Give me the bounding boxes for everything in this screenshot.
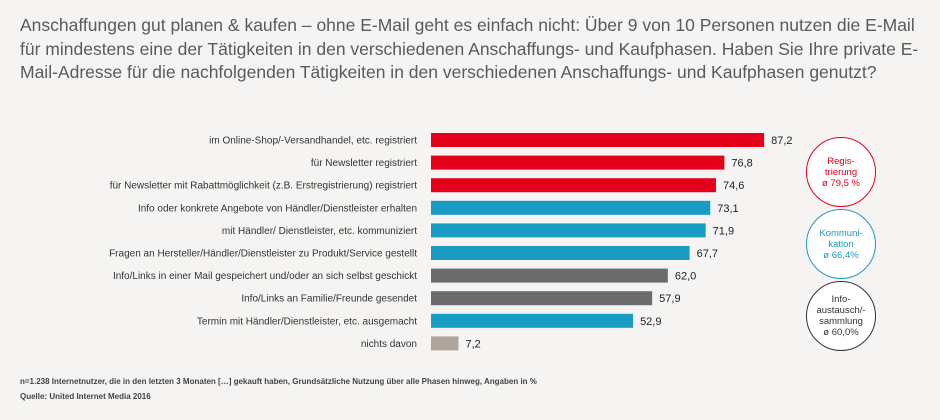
badge-kommunikation-line-3: ø 66,4% [823, 249, 859, 261]
bar [431, 291, 653, 306]
badge-kommunikation-line-2: kation [828, 238, 854, 250]
value-label: 67,7 [697, 248, 718, 260]
category-label: Info/Links an Familie/Freunde gesendet [241, 294, 417, 305]
bar [431, 223, 706, 238]
bar [431, 200, 711, 215]
category-label: Info oder konkrete Angebote von Händler/… [138, 203, 417, 214]
bar [431, 133, 765, 147]
category-label: nichts davon [361, 339, 417, 350]
badge-info-line-3: sammlung [819, 316, 863, 327]
value-label: 57,9 [659, 293, 680, 305]
value-label: 71,9 [713, 225, 734, 237]
footnote-sample: n=1.238 Internetnutzer, die in den letzt… [20, 377, 537, 386]
category-label: Info/Links in einer Mail gespeichert und… [113, 271, 417, 282]
bar [431, 155, 725, 170]
value-label: 76,8 [731, 158, 752, 170]
value-label: 52,9 [640, 316, 661, 328]
value-label: 87,2 [771, 135, 792, 147]
category-label: für Newsletter registriert [311, 158, 417, 169]
badge-info-line-1: Info- [831, 294, 851, 305]
badge-registrierung-line-2: trierung [824, 166, 858, 178]
badge-registrierung: Regis- trierung ø 79,5 % [806, 137, 876, 207]
badge-kommunikation-line-1: Kommuni- [819, 227, 863, 239]
badge-registrierung-line-1: Regis- [827, 155, 855, 167]
value-label: 7,2 [466, 338, 481, 350]
footnote-source: Quelle: United Internet Media 2016 [20, 392, 151, 401]
value-label: 74,6 [723, 180, 744, 192]
badge-kommunikation: Kommuni- kation ø 66,4% [806, 209, 876, 279]
badge-info: Info- austausch/- sammlung ø 60,0% [806, 281, 876, 351]
bar [431, 268, 668, 283]
badge-info-line-4: ø 60,0% [823, 327, 859, 338]
category-label: im Online-Shop/-Versandhandel, etc. regi… [209, 136, 417, 147]
category-label: für Newsletter mit Rabattmöglichkeit (z.… [110, 181, 418, 192]
value-label: 62,0 [675, 271, 696, 283]
category-label: mit Händler/ Dienstleister, etc. kommuni… [222, 226, 417, 237]
bar [431, 178, 716, 193]
badge-info-line-2: austausch/- [816, 305, 866, 316]
category-label: Termin mit Händler/Dienstleister, etc. a… [197, 316, 417, 327]
bar [431, 313, 634, 328]
bar [431, 246, 690, 260]
value-label: 73,1 [717, 203, 738, 215]
bar [431, 336, 459, 351]
badge-registrierung-line-3: ø 79,5 % [821, 177, 861, 189]
category-label: Fragen an Hersteller/Händler/Dienstleist… [109, 249, 417, 260]
chart-title: Anschaffungen gut planen & kaufen – ohne… [20, 15, 919, 82]
